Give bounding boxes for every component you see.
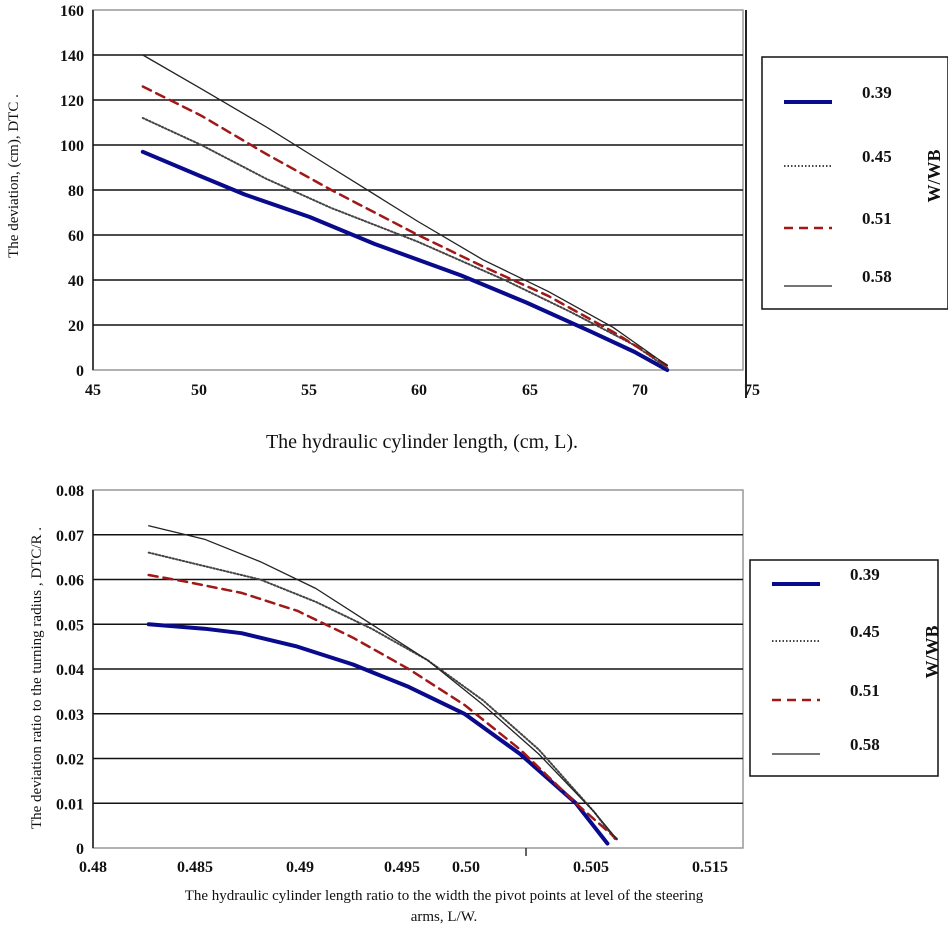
x-tick-label: 60 bbox=[411, 382, 427, 399]
series-line-0.39 bbox=[146, 622, 610, 846]
x-tick-label: 50 bbox=[191, 382, 207, 399]
y-tick-label: 0.05 bbox=[56, 617, 84, 634]
legend: 0.39 0.45 0.51 0.58 W/WB bbox=[749, 559, 942, 777]
legend-label: 0.45 bbox=[850, 622, 880, 641]
y-tick-label: 0.07 bbox=[56, 528, 84, 545]
x-tick-label: 0.505 bbox=[573, 859, 609, 876]
legend-title: W/WB bbox=[924, 149, 944, 202]
x-tick-label: 70 bbox=[632, 382, 648, 399]
x-axis-title: The hydraulic cylinder length ratio to t… bbox=[185, 888, 704, 925]
y-tick-label: 0.01 bbox=[56, 796, 84, 813]
y-tick-label: 0.03 bbox=[56, 707, 84, 724]
y-tick-label: 140 bbox=[60, 48, 84, 65]
legend-label: 0.39 bbox=[862, 83, 892, 102]
legend-box bbox=[749, 559, 939, 777]
legend-title: W/WB bbox=[922, 625, 942, 678]
legend: 0.39 0.45 0.51 0.58 W/WB bbox=[761, 56, 948, 310]
x-tick-label: 55 bbox=[301, 382, 317, 399]
x-tick-label: 75 bbox=[744, 382, 760, 399]
series-line-0.51 bbox=[141, 85, 669, 367]
legend-label: 0.58 bbox=[850, 735, 880, 754]
y-tick-label: 120 bbox=[60, 93, 84, 110]
series-line-0.51 bbox=[147, 573, 618, 841]
x-tick-label: 0.48 bbox=[79, 859, 107, 876]
legend-label: 0.39 bbox=[850, 565, 880, 584]
chart-2: 0 0.01 0.02 0.03 0.04 0.05 0.06 0.07 0.08 0.48 0.4… bbox=[29, 483, 942, 925]
y-tick-label: 0 bbox=[76, 841, 84, 858]
y-tick-label: 20 bbox=[68, 318, 84, 335]
y-tick-label: 160 bbox=[60, 3, 84, 20]
legend-label: 0.51 bbox=[862, 209, 892, 228]
y-tick-label: 0 bbox=[76, 363, 84, 380]
y-tick-label: 60 bbox=[68, 228, 84, 245]
y-tick-label: 40 bbox=[68, 273, 84, 290]
series-line-0.58 bbox=[148, 525, 618, 840]
y-tick-label: 0.02 bbox=[56, 752, 84, 769]
y-tick-label: 100 bbox=[60, 138, 84, 155]
x-tick-label: 65 bbox=[522, 382, 538, 399]
x-tick-label: 0.49 bbox=[286, 859, 314, 876]
x-tick-label: 0.495 bbox=[384, 859, 420, 876]
legend-label: 0.58 bbox=[862, 267, 892, 286]
legend-box bbox=[761, 56, 948, 310]
series-line-0.58 bbox=[142, 54, 668, 367]
chart-1: 0 20 40 60 80 100 120 140 160 45 50 55 60 65 70 75 The h… bbox=[6, 3, 948, 453]
y-tick-label: 80 bbox=[68, 183, 84, 200]
y-axis-title: The deviation ratio to the turning radiu… bbox=[29, 527, 45, 829]
y-axis-title: The deviation, (cm), DTC . bbox=[6, 94, 22, 258]
series-line-0.45 bbox=[147, 551, 616, 840]
y-tick-label: 0.06 bbox=[56, 573, 84, 590]
series-line-0.39 bbox=[140, 149, 670, 372]
x-tick-label: 0.50 bbox=[452, 859, 480, 876]
y-tick-label: 0.04 bbox=[56, 662, 84, 679]
legend-label: 0.51 bbox=[850, 681, 880, 700]
x-tick-label: 45 bbox=[85, 382, 101, 399]
series-line-0.45 bbox=[141, 117, 669, 369]
x-tick-label: 0.485 bbox=[177, 859, 213, 876]
x-axis-title: The hydraulic cylinder length, (cm, L). bbox=[266, 431, 578, 453]
legend-label: 0.45 bbox=[862, 147, 892, 166]
x-tick-label: 0.515 bbox=[692, 859, 728, 876]
y-tick-label: 0.08 bbox=[56, 483, 84, 500]
